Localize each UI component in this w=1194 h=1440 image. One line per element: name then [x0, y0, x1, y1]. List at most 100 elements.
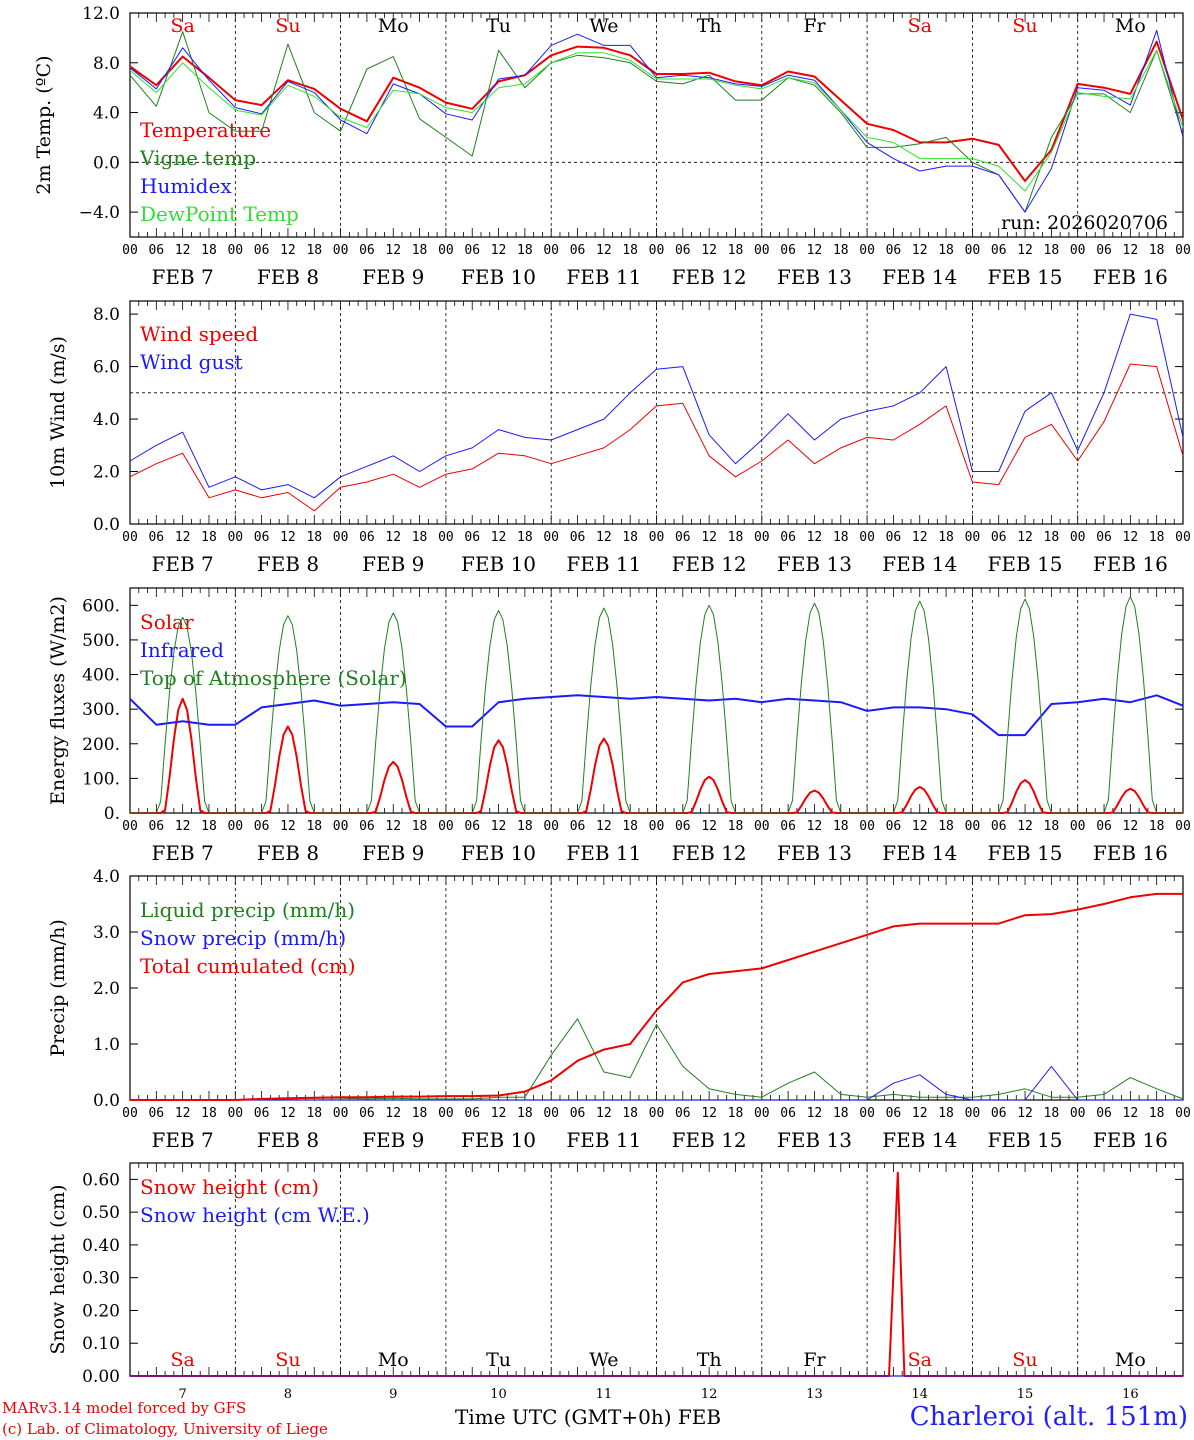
hour-tick-label: 12	[1123, 530, 1139, 545]
hour-tick-label: 12	[701, 530, 717, 545]
hour-tick-label: 06	[464, 819, 480, 834]
hour-tick-label: 00	[438, 530, 454, 545]
weekday-label: Su	[275, 15, 300, 37]
weekday-label: Mo	[378, 1349, 409, 1371]
hour-tick-label: 06	[254, 530, 270, 545]
legend-entry: Snow precip (mm/h)	[140, 926, 346, 950]
y-tick-label: 600.	[82, 596, 120, 616]
weekday-label: Fr	[803, 1349, 826, 1371]
hour-tick-label: 12	[491, 1106, 507, 1121]
hour-tick-label: 00	[1175, 819, 1191, 834]
series-line-snow-precip-mm-h-	[130, 1065, 1183, 1101]
day-label: FEB 11	[566, 552, 641, 576]
hour-tick-label: 06	[570, 1106, 586, 1121]
y-axis-label: Energy fluxes (W/m2)	[47, 596, 69, 805]
hour-tick-label: 00	[859, 243, 875, 258]
day-number-label: 13	[806, 1387, 823, 1402]
hour-tick-label: 18	[938, 819, 954, 834]
legend-entry: Wind gust	[140, 350, 243, 374]
hour-tick-label: 00	[1070, 530, 1086, 545]
y-tick-label: 4.0	[93, 867, 120, 887]
hour-tick-label: 00	[1175, 243, 1191, 258]
hour-tick-label: 06	[148, 1106, 164, 1121]
day-label: FEB 7	[152, 552, 214, 576]
day-label: FEB 13	[777, 265, 852, 289]
hour-tick-label: 12	[596, 530, 612, 545]
y-tick-label: 2.0	[93, 979, 120, 999]
day-number-label: 15	[1017, 1387, 1034, 1402]
y-tick-label: 300.	[82, 700, 120, 720]
day-number-label: 11	[596, 1387, 613, 1402]
day-label: FEB 8	[257, 265, 319, 289]
day-label: FEB 15	[988, 265, 1063, 289]
y-tick-label: 0.0	[93, 1091, 120, 1111]
hour-tick-label: 12	[1123, 819, 1139, 834]
legend-entry: DewPoint Temp	[140, 202, 299, 226]
y-axis-label: 10m Wind (m/s)	[47, 336, 69, 489]
weekday-label: We	[589, 15, 618, 37]
y-tick-label: 0.20	[82, 1301, 120, 1321]
day-label: FEB 16	[1093, 265, 1168, 289]
y-tick-label: 2.0	[93, 463, 120, 483]
series-line-dewpoint-temp	[129, 49, 1184, 192]
hour-tick-label: 00	[649, 1106, 665, 1121]
hour-tick-label: 00	[543, 530, 559, 545]
chart-panel-1: −4.0 0.0 4.0 8.0 12.0 2m Temp. (ºC) Temperatur…	[33, 4, 1191, 289]
hour-tick-label: 18	[1149, 819, 1165, 834]
hour-tick-label: 00	[438, 819, 454, 834]
hour-tick-label: 06	[991, 243, 1007, 258]
weekday-label: Mo	[378, 15, 409, 37]
day-label: FEB 10	[461, 841, 536, 865]
day-label: FEB 13	[777, 841, 852, 865]
y-tick-label: 12.0	[82, 4, 120, 24]
y-tick-label: 0.30	[82, 1269, 120, 1289]
day-label: FEB 10	[461, 552, 536, 576]
hour-tick-label: 18	[728, 530, 744, 545]
hour-tick-label: 06	[991, 819, 1007, 834]
hour-tick-label: 06	[148, 819, 164, 834]
y-axis-label: Snow height (cm)	[47, 1184, 69, 1354]
hour-tick-label: 12	[807, 243, 823, 258]
day-label: FEB 14	[882, 265, 957, 289]
weekday-label: Sa	[908, 1349, 932, 1371]
hour-tick-label: 00	[227, 243, 243, 258]
hour-tick-label: 00	[1070, 1106, 1086, 1121]
weekday-label: Mo	[1115, 1349, 1146, 1371]
chart-panel-3: 0. 100. 200. 300. 400. 500. 600. Energy fluxes …	[47, 587, 1191, 865]
hour-tick-label: 00	[438, 1106, 454, 1121]
hour-tick-label: 18	[306, 1106, 322, 1121]
hour-tick-label: 12	[596, 819, 612, 834]
hour-tick-label: 12	[1017, 819, 1033, 834]
hour-tick-label: 06	[570, 243, 586, 258]
weekday-label: Sa	[908, 15, 932, 37]
weekday-label: Sa	[170, 1349, 194, 1371]
chart-panel-5: 0.00 0.10 0.20 0.30 0.40 0.50 0.60 Snow height …	[47, 1162, 1184, 1402]
hour-tick-label: 06	[1096, 1106, 1112, 1121]
hour-tick-label: 06	[359, 1106, 375, 1121]
hour-tick-label: 12	[280, 530, 296, 545]
series-line-wind-speed	[129, 363, 1184, 512]
y-tick-label: 8.0	[93, 305, 120, 325]
hour-tick-label: 12	[280, 819, 296, 834]
day-label: FEB 7	[152, 1128, 214, 1152]
hour-tick-label: 18	[938, 243, 954, 258]
hour-tick-label: 12	[491, 819, 507, 834]
hour-tick-label: 12	[385, 819, 401, 834]
chart-panel-4: 0.0 1.0 2.0 3.0 4.0 Precip (mm/h) Liquid preci…	[47, 867, 1191, 1152]
hour-tick-label: 12	[385, 530, 401, 545]
hour-tick-label: 00	[965, 1106, 981, 1121]
y-tick-label: 100.	[82, 769, 120, 789]
hour-tick-label: 18	[201, 819, 217, 834]
legend-entry: Snow height (cm W.E.)	[140, 1203, 370, 1227]
y-tick-label: 200.	[82, 735, 120, 755]
hour-tick-label: 06	[464, 1106, 480, 1121]
weekday-label: Fr	[803, 15, 826, 37]
hour-tick-label: 06	[464, 243, 480, 258]
weekday-label: Sa	[170, 15, 194, 37]
run-label: run: 2026020706	[1001, 212, 1168, 234]
hour-tick-label: 00	[333, 530, 349, 545]
hour-tick-label: 00	[122, 530, 138, 545]
day-number-label: 12	[701, 1387, 718, 1402]
day-label: FEB 8	[257, 552, 319, 576]
y-tick-label: 0.50	[82, 1203, 120, 1223]
